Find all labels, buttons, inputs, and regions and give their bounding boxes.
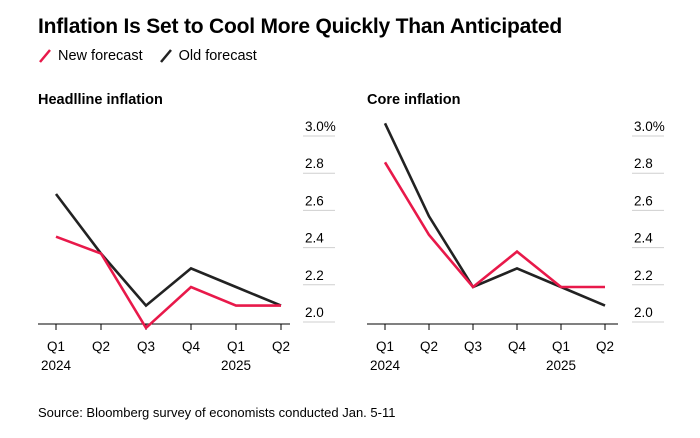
x-year-label: 2025 <box>221 358 251 373</box>
x-year-label: 2025 <box>546 358 576 373</box>
x-tick-label: Q4 <box>182 339 201 354</box>
chart-panel-1: Headlline inflation 3.0% 2.8 2.6 2.4 2.2 2.0 Q1… <box>38 92 336 373</box>
x-tick-label: Q2 <box>272 339 290 354</box>
series-new-forecast <box>383 161 605 289</box>
x-tick-label: Q1 <box>552 339 570 354</box>
y-tick-label: 2.4 <box>305 231 324 246</box>
chart-title: Inflation Is Set to Cool More Quickly Th… <box>38 15 562 38</box>
y-tick-label: 2.0 <box>305 305 324 320</box>
x-tick-label: Q3 <box>464 339 482 354</box>
x-tick-label: Q2 <box>420 339 438 354</box>
panel-title: Core inflation <box>367 92 460 108</box>
legend: New forecast Old forecast <box>38 48 273 64</box>
x-tick-label: Q1 <box>47 339 65 354</box>
y-tick-label: 2.6 <box>305 193 324 208</box>
series-old-forecast <box>383 122 606 307</box>
y-tick-label: 2.6 <box>634 193 653 208</box>
y-tick-label: 2.8 <box>305 156 324 171</box>
x-tick-label: Q1 <box>376 339 394 354</box>
x-year-label: 2024 <box>370 358 401 373</box>
x-tick-label: Q2 <box>596 339 614 354</box>
x-year-label: 2024 <box>41 358 72 373</box>
source-note: Source: Bloomberg survey of economists c… <box>38 405 396 420</box>
x-tick-label: Q2 <box>92 339 110 354</box>
x-tick-label: Q1 <box>227 339 245 354</box>
y-tick-label: 3.0% <box>634 119 665 134</box>
legend-item-new: New forecast <box>38 48 143 64</box>
chart-panel-2: Core inflation 3.0% 2.8 2.6 2.4 2.2 2.0 Q1 2024 Q… <box>367 92 665 373</box>
legend-swatch-old <box>159 49 172 63</box>
x-tick-label: Q3 <box>137 339 155 354</box>
series-old-forecast <box>54 193 282 308</box>
legend-label-new: New forecast <box>58 48 143 64</box>
legend-swatch-new <box>39 49 51 63</box>
series-new-forecast <box>55 235 281 330</box>
legend-item-old: Old forecast <box>159 48 257 64</box>
y-tick-label: 2.2 <box>305 268 324 283</box>
panel-title: Headlline inflation <box>38 92 163 108</box>
y-tick-label: 2.0 <box>634 305 653 320</box>
y-tick-label: 2.2 <box>634 268 653 283</box>
y-tick-label: 2.4 <box>634 231 653 246</box>
x-tick-label: Q4 <box>508 339 527 354</box>
y-tick-label: 3.0% <box>305 119 336 134</box>
legend-label-old: Old forecast <box>178 48 257 64</box>
y-tick-label: 2.8 <box>634 156 653 171</box>
